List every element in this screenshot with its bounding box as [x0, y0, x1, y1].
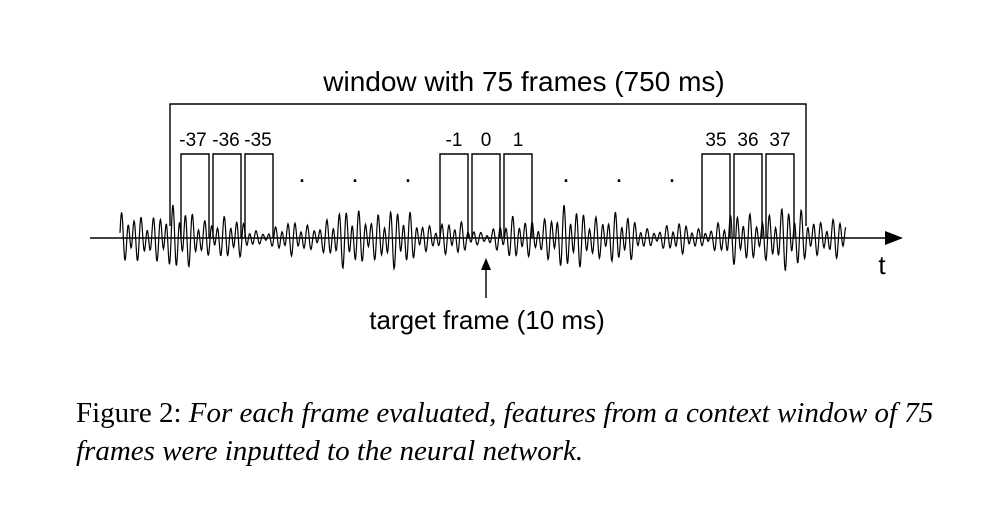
- window-label: window with 75 frames (750 ms): [322, 66, 724, 97]
- ellipsis-dot: .: [562, 158, 569, 188]
- ellipsis-dot: .: [404, 158, 411, 188]
- context-window-diagram: window with 75 frames (750 ms) t -37 -36…: [90, 66, 903, 335]
- frame-label-plus-37: 37: [769, 130, 790, 151]
- frame-label-minus-35: -35: [244, 130, 271, 151]
- frame-box-minus-35: [244, 153, 274, 238]
- frame-label-minus-36: -36: [212, 130, 239, 151]
- ellipsis-dot: .: [298, 158, 305, 188]
- frame-box-minus-1: [439, 153, 469, 238]
- frame-box-plus-36: [733, 153, 763, 238]
- signal-waveform: [119, 204, 847, 272]
- target-frame-label: target frame (10 ms): [369, 305, 605, 335]
- frame-box-plus-35: [701, 153, 731, 238]
- time-axis-label: t: [878, 250, 886, 280]
- window-bracket: [169, 103, 807, 226]
- frame-box-minus-36: [212, 153, 242, 238]
- frame-box-minus-37: [180, 153, 210, 238]
- time-axis-arrowhead: [885, 231, 903, 245]
- figure-caption: Figure 2: For each frame evaluated, feat…: [76, 394, 956, 470]
- frame-label-minus-1: -1: [446, 130, 463, 151]
- caption-prefix: Figure 2:: [76, 397, 182, 429]
- caption-body: For each frame evaluated, features from …: [76, 397, 934, 467]
- frame-label-plus-1: 1: [513, 130, 524, 151]
- ellipsis-dot: .: [351, 158, 358, 188]
- frame-label-0: 0: [481, 130, 492, 151]
- frame-label-plus-36: 36: [737, 130, 758, 151]
- ellipsis-dot: .: [615, 158, 622, 188]
- frame-box-0-target: [471, 153, 501, 238]
- frame-box-plus-37: [765, 153, 795, 238]
- ellipsis-dot: .: [668, 158, 675, 188]
- frame-label-plus-35: 35: [705, 130, 726, 151]
- target-arrow-head: [481, 258, 491, 270]
- frame-box-plus-1: [503, 153, 533, 238]
- frame-label-minus-37: -37: [179, 130, 206, 151]
